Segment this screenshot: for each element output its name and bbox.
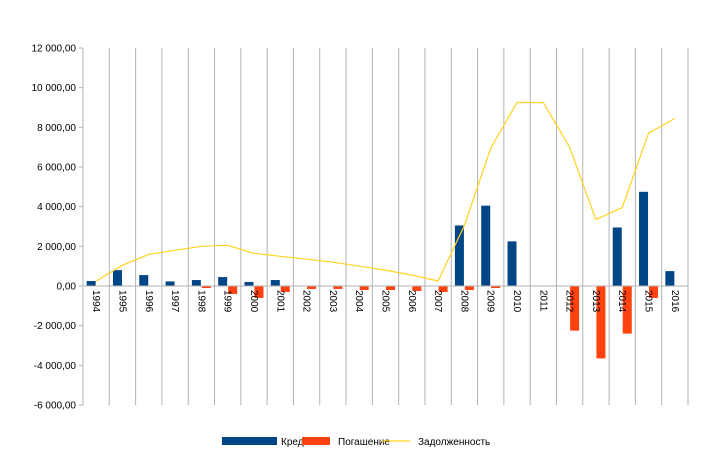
x-tick-label: 2004 (353, 290, 364, 313)
bar-credits (165, 281, 175, 286)
series-credits (86, 191, 675, 286)
y-tick-label: 6 000,00 (37, 163, 76, 174)
legend-label-repayment: Погашение (338, 437, 390, 448)
axes (79, 47, 688, 406)
x-tick-label: 1999 (222, 290, 233, 313)
bar-repayment (570, 286, 580, 331)
y-tick-label: -4 000,00 (34, 361, 77, 372)
x-tick-label: 2006 (406, 290, 417, 313)
grid-lines (82, 48, 689, 405)
bar-credits (454, 225, 464, 286)
bar-credits (665, 271, 675, 286)
y-tick-label: 10 000,00 (32, 83, 77, 94)
x-tick-label: 1995 (116, 290, 127, 313)
x-tick-label: 1998 (195, 290, 206, 313)
bar-repayment (333, 286, 343, 289)
line-debt (95, 101, 676, 282)
x-tick-label: 2003 (327, 290, 338, 313)
legend-label-debt: Задолженность (418, 437, 490, 448)
y-tick-label: 12 000,00 (32, 44, 77, 55)
bar-repayment (596, 286, 606, 359)
bar-repayment (412, 286, 422, 291)
bar-repayment (386, 286, 395, 290)
x-tick-label: 1994 (90, 290, 101, 313)
x-tick-label: 2013 (590, 290, 601, 313)
x-tick-label: 2005 (380, 290, 391, 313)
bar-repayment (491, 286, 501, 288)
x-tick-label: 2000 (248, 290, 259, 313)
bar-repayment (359, 286, 369, 290)
bar-credits (86, 281, 96, 286)
legend-swatch-repayment (302, 437, 330, 445)
x-tick-label: 2015 (643, 290, 654, 313)
bar-repayment (254, 286, 264, 298)
bar-credits (612, 227, 622, 286)
bar-repayment (201, 286, 211, 288)
x-tick-label: 2011 (537, 290, 548, 312)
x-tick-label: 2002 (301, 290, 312, 313)
x-tick-label: 2014 (616, 290, 627, 313)
y-tick-labels: 12 000,00 10 000,00 8 000,00 6 000,00 4 000,… (32, 44, 77, 412)
x-tick-label: 2001 (274, 290, 285, 313)
y-tick-label: 2 000,00 (37, 242, 76, 253)
bar-repayment (280, 286, 290, 292)
y-tick-label: 0,00 (57, 282, 77, 293)
series-debt (95, 101, 676, 282)
bar-credits (270, 280, 280, 286)
bar-credits (507, 241, 517, 286)
y-tick-label: 4 000,00 (37, 202, 76, 213)
bar-repayment (228, 286, 238, 294)
legend-swatch-credits (222, 437, 277, 445)
bar-repayment (464, 286, 474, 290)
bar-credits (112, 270, 122, 286)
bar-credits (639, 191, 649, 286)
y-tick-label: 8 000,00 (37, 123, 76, 134)
x-tick-label: 1997 (169, 290, 180, 313)
bar-credits (139, 275, 149, 286)
x-tick-label: 2012 (564, 290, 575, 313)
bar-credits (244, 282, 254, 286)
bar-repayment (438, 286, 448, 292)
x-tick-label: 2007 (432, 290, 443, 313)
x-tick-label: 2016 (669, 290, 680, 313)
y-tick-label: -2 000,00 (34, 321, 77, 332)
bar-credits (191, 280, 201, 286)
series-repayment (201, 286, 659, 359)
legend-label-credits: Кредиты (281, 437, 321, 448)
bar-credits (218, 277, 228, 286)
bar-repayment (307, 286, 317, 289)
x-tick-label: 2010 (511, 290, 522, 313)
bar-repayment (649, 286, 659, 298)
x-tick-label: 2008 (458, 290, 469, 313)
bar-credits (481, 205, 491, 286)
legend: Кредиты Погашение Задолженность (222, 437, 490, 448)
y-tick-label: -6 000,00 (34, 401, 77, 412)
x-tick-label: 1996 (143, 290, 154, 313)
x-tick-label: 2009 (485, 290, 496, 313)
bar-repayment (622, 286, 632, 334)
x-tick-labels: 1994 1995 1996 1997 1998 1999 2000 2001 2002 2003… (90, 290, 680, 313)
